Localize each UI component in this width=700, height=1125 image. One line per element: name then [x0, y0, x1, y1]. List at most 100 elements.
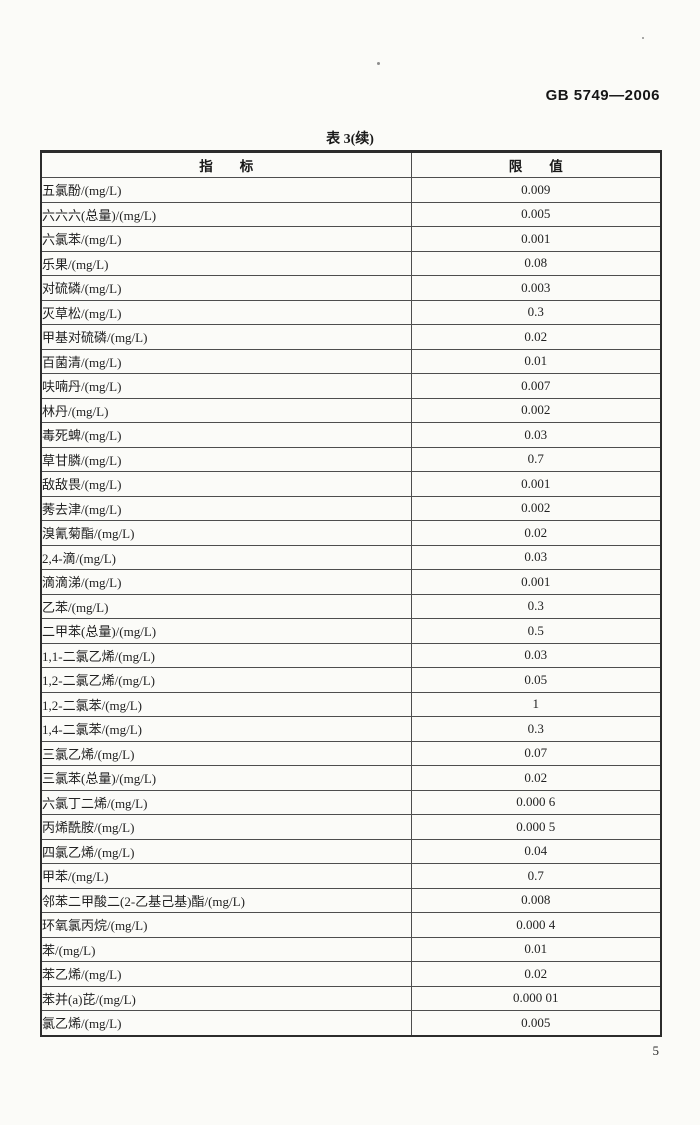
indicator-cell: 1,2-二氯苯/(mg/L) — [40, 691, 412, 717]
table-header-row: 指 标 限 值 — [40, 151, 662, 178]
limit-cell: 0.009 — [410, 177, 662, 203]
indicator-cell: 百菌清/(mg/L) — [40, 348, 412, 374]
limit-cell: 0.03 — [410, 544, 662, 570]
indicator-cell: 六氯丁二烯/(mg/L) — [40, 789, 412, 815]
limit-cell: 0.02 — [410, 324, 662, 350]
limit-cell: 1 — [410, 691, 662, 717]
limit-cell: 0.000 6 — [410, 789, 662, 815]
indicator-cell: 甲基对硫磷/(mg/L) — [40, 324, 412, 350]
limit-cell: 0.02 — [410, 765, 662, 791]
indicator-cell: 乐果/(mg/L) — [40, 250, 412, 276]
limit-cell: 0.02 — [410, 961, 662, 987]
limit-cell: 0.000 4 — [410, 912, 662, 938]
limit-cell: 0.04 — [410, 838, 662, 864]
table-row: 1,1-二氯乙烯/(mg/L) 0.03 — [40, 642, 662, 668]
table-row: 二甲苯(总量)/(mg/L) 0.5 — [40, 618, 662, 644]
table-row: 五氯酚/(mg/L) 0.009 — [40, 177, 662, 203]
indicator-cell: 四氯乙烯/(mg/L) — [40, 838, 412, 864]
indicator-cell: 苯/(mg/L) — [40, 936, 412, 962]
table-row: 苯乙烯/(mg/L) 0.02 — [40, 961, 662, 987]
table-row: 三氯乙烯/(mg/L) 0.07 — [40, 740, 662, 766]
limit-cell: 0.002 — [410, 397, 662, 423]
limit-cell: 0.7 — [410, 863, 662, 889]
limit-cell: 0.03 — [410, 422, 662, 448]
indicator-cell: 三氯苯(总量)/(mg/L) — [40, 765, 412, 791]
limit-cell: 0.3 — [410, 716, 662, 742]
table-row: 1,2-二氯苯/(mg/L) 1 — [40, 691, 662, 717]
table-row: 2,4-滴/(mg/L) 0.03 — [40, 544, 662, 570]
limit-cell: 0.003 — [410, 275, 662, 301]
table-row: 百菌清/(mg/L) 0.01 — [40, 348, 662, 374]
indicator-cell: 毒死蜱/(mg/L) — [40, 422, 412, 448]
indicator-cell: 滴滴涕/(mg/L) — [40, 569, 412, 595]
limit-cell: 0.000 01 — [410, 985, 662, 1011]
table-row: 对硫磷/(mg/L) 0.003 — [40, 275, 662, 301]
table-row: 1,2-二氯乙烯/(mg/L) 0.05 — [40, 667, 662, 693]
indicator-cell: 林丹/(mg/L) — [40, 397, 412, 423]
indicator-cell: 苯并(a)芘/(mg/L) — [40, 985, 412, 1011]
table-row: 环氧氯丙烷/(mg/L) 0.000 4 — [40, 912, 662, 938]
indicator-cell: 莠去津/(mg/L) — [40, 495, 412, 521]
table-row: 甲苯/(mg/L) 0.7 — [40, 863, 662, 889]
limit-cell: 0.05 — [410, 667, 662, 693]
table-row: 苯并(a)芘/(mg/L) 0.000 01 — [40, 985, 662, 1011]
limit-cell: 0.3 — [410, 593, 662, 619]
indicator-cell: 五氯酚/(mg/L) — [40, 177, 412, 203]
limit-cell: 0.3 — [410, 299, 662, 325]
indicator-cell: 苯乙烯/(mg/L) — [40, 961, 412, 987]
table-row: 六氯苯/(mg/L) 0.001 — [40, 226, 662, 252]
table-row: 六氯丁二烯/(mg/L) 0.000 6 — [40, 789, 662, 815]
indicator-cell: 1,2-二氯乙烯/(mg/L) — [40, 667, 412, 693]
table-row: 乙苯/(mg/L) 0.3 — [40, 593, 662, 619]
indicator-cell: 甲苯/(mg/L) — [40, 863, 412, 889]
limits-table: 指 标 限 值 五氯酚/(mg/L) 0.009 六六六(总量)/(mg/L) 0.0… — [40, 150, 662, 1037]
page-number: 5 — [652, 1043, 660, 1058]
indicator-cell: 1,4-二氯苯/(mg/L) — [40, 716, 412, 742]
table-row: 敌敌畏/(mg/L) 0.001 — [40, 471, 662, 497]
indicator-cell: 1,1-二氯乙烯/(mg/L) — [40, 642, 412, 668]
indicator-cell: 2,4-滴/(mg/L) — [40, 544, 412, 570]
indicator-cell: 丙烯酰胺/(mg/L) — [40, 814, 412, 840]
limit-cell: 0.03 — [410, 642, 662, 668]
table-body: 五氯酚/(mg/L) 0.009 六六六(总量)/(mg/L) 0.005 六氯苯/(m… — [40, 177, 662, 1036]
table-row: 1,4-二氯苯/(mg/L) 0.3 — [40, 716, 662, 742]
table-title: 表 3(续) — [326, 132, 374, 147]
table-row: 丙烯酰胺/(mg/L) 0.000 5 — [40, 814, 662, 840]
table-row: 苯/(mg/L) 0.01 — [40, 936, 662, 962]
indicator-cell: 六氯苯/(mg/L) — [40, 226, 412, 252]
table-row: 三氯苯(总量)/(mg/L) 0.02 — [40, 765, 662, 791]
indicator-cell: 对硫磷/(mg/L) — [40, 275, 412, 301]
scan-speck — [377, 62, 380, 65]
table-row: 溴氰菊酯/(mg/L) 0.02 — [40, 520, 662, 546]
indicator-cell: 呋喃丹/(mg/L) — [40, 373, 412, 399]
indicator-cell: 氯乙烯/(mg/L) — [40, 1010, 412, 1036]
limit-cell: 0.07 — [410, 740, 662, 766]
indicator-cell: 二甲苯(总量)/(mg/L) — [40, 618, 412, 644]
limit-cell: 0.005 — [410, 201, 662, 227]
limit-cell: 0.001 — [410, 226, 662, 252]
table-row: 氯乙烯/(mg/L) 0.005 — [40, 1010, 662, 1036]
limit-cell: 0.002 — [410, 495, 662, 521]
table-row: 灭草松/(mg/L) 0.3 — [40, 299, 662, 325]
table-row: 滴滴涕/(mg/L) 0.001 — [40, 569, 662, 595]
limit-cell: 0.005 — [410, 1010, 662, 1036]
table-row: 林丹/(mg/L) 0.002 — [40, 397, 662, 423]
table-row: 六六六(总量)/(mg/L) 0.005 — [40, 201, 662, 227]
limit-cell: 0.7 — [410, 446, 662, 472]
table-row: 毒死蜱/(mg/L) 0.03 — [40, 422, 662, 448]
limit-cell: 0.02 — [410, 520, 662, 546]
indicator-cell: 三氯乙烯/(mg/L) — [40, 740, 412, 766]
limit-cell: 0.001 — [410, 471, 662, 497]
limit-cell: 0.001 — [410, 569, 662, 595]
table-row: 四氯乙烯/(mg/L) 0.04 — [40, 838, 662, 864]
table-row: 乐果/(mg/L) 0.08 — [40, 250, 662, 276]
limit-cell: 0.000 5 — [410, 814, 662, 840]
indicator-cell: 灭草松/(mg/L) — [40, 299, 412, 325]
indicator-cell: 环氧氯丙烷/(mg/L) — [40, 912, 412, 938]
limit-cell: 0.5 — [410, 618, 662, 644]
limit-cell: 0.008 — [410, 887, 662, 913]
limit-cell: 0.08 — [410, 250, 662, 276]
limit-cell: 0.01 — [410, 348, 662, 374]
indicator-cell: 邻苯二甲酸二(2-乙基己基)酯/(mg/L) — [40, 887, 412, 913]
table-row: 草甘膦/(mg/L) 0.7 — [40, 446, 662, 472]
